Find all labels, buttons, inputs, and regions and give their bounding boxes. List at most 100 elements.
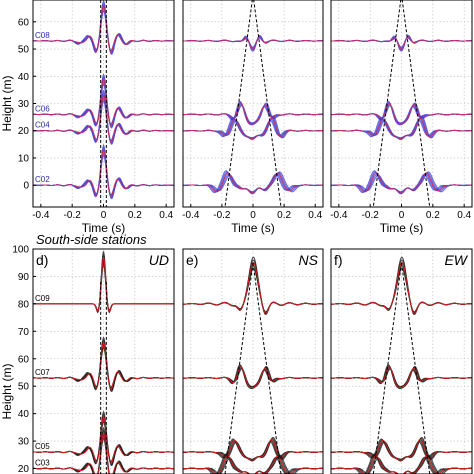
y-tick-label: 60 [18,17,30,28]
y-axis-label-bottom: Height (m) [0,363,14,419]
mean-trace-line [183,366,323,389]
mean-trace-line [33,78,174,127]
y-tick-label: 80 [18,299,30,310]
mean-trace-line [183,172,323,194]
dashed-guide [372,262,402,474]
x-tick-label: -0.2 [64,210,82,221]
mean-trace-line [183,102,323,125]
mean-trace-line [33,257,174,313]
y-tick-label: 60 [18,354,30,365]
y-tick-label: 90 [18,272,30,283]
x-tick-label: -0.2 [362,210,380,221]
trace-line [183,366,323,389]
y-tick-label: 20 [18,464,30,474]
trace-line [331,117,472,140]
x-axis-label: Time (s) [380,221,424,235]
station-label: C03 [35,459,50,468]
x-axis-label: Time (s) [231,221,275,235]
mean-trace-line [183,455,323,474]
panel-letter: d) [36,252,48,268]
panel-traces [183,256,323,474]
x-tick-label: -0.2 [213,210,231,221]
section-title: South-side stations [36,232,147,247]
mean-trace-line [331,36,472,50]
y-tick-label: 50 [18,382,30,393]
panel-frame [330,248,473,474]
trace-line [33,258,174,312]
station-label: C09 [35,294,50,303]
dashed-guide [224,262,254,474]
x-tick-label: -0.4 [330,210,348,221]
panel-traces [33,0,174,207]
trace-line [33,346,174,389]
dashed-guide [401,262,431,474]
trace-line [183,117,323,140]
mean-trace-line [33,4,174,53]
trace-line [331,454,472,474]
x-tick-label: 0.2 [128,210,142,221]
mean-trace-line [183,117,323,140]
panel-component: EW [444,252,468,268]
frames-layer [32,0,473,474]
trace-line [331,366,472,389]
x-tick-label: 0 [101,210,107,221]
mean-trace-line [33,432,174,474]
mean-trace-line [33,94,174,143]
grid-layer [33,0,472,474]
panel-letter: f) [334,252,343,268]
panel-letter: e) [186,252,198,268]
x-tick-label: 0 [399,210,405,221]
mean-trace-line [33,415,174,464]
mean-trace-line [331,366,472,389]
y-tick-label: 40 [18,72,30,83]
panel-frame [32,248,175,474]
x-tick-label: -0.4 [182,210,200,221]
y-tick-label: 10 [18,153,30,164]
mean-trace-line [331,262,472,314]
y-tick-label: 20 [18,126,30,137]
dashed-guide [253,0,282,207]
x-tick-label: 0.4 [457,210,471,221]
mean-trace-line [33,341,174,390]
trace-line [183,116,323,140]
y-tick-label: 70 [18,327,30,338]
trace-line [183,454,323,474]
x-tick-label: 0 [250,210,256,221]
dashed-guide [224,0,253,207]
dashed-guide [401,0,431,207]
y-tick-label: 100 [12,245,29,256]
mean-trace-line [183,36,323,50]
dashed-guide [252,262,282,474]
traces-layer [33,0,472,474]
mean-trace-line [183,438,323,461]
y-tick-label: 30 [18,99,30,110]
trace-line [331,116,472,140]
x-tick-label: 0.2 [277,210,291,221]
mean-trace-line [33,148,174,197]
panel-traces [33,251,174,474]
mean-trace-line [331,455,472,474]
station-label: C06 [35,104,50,113]
station-label: C04 [35,121,50,130]
station-label: C05 [35,442,50,451]
y-tick-label: 30 [18,437,30,448]
panel-component: UD [149,252,169,268]
y-axis-label-top: Height (m) [0,75,14,131]
station-label: C08 [35,31,50,40]
y-tick-label: 0 [23,181,29,192]
panel-frame [182,248,324,474]
mean-trace-line [331,438,472,461]
panel-traces [331,256,472,474]
trace-line [33,9,174,52]
y-tick-label: 40 [18,409,30,420]
station-label: C07 [35,368,50,377]
mean-trace-line [183,262,323,314]
x-tick-label: 0.4 [159,210,173,221]
x-tick-label: 0.2 [426,210,440,221]
dashed-guide [372,0,402,207]
y-tick-label: 50 [18,45,30,56]
mean-trace-line [331,172,472,194]
panel-traces [331,0,472,207]
